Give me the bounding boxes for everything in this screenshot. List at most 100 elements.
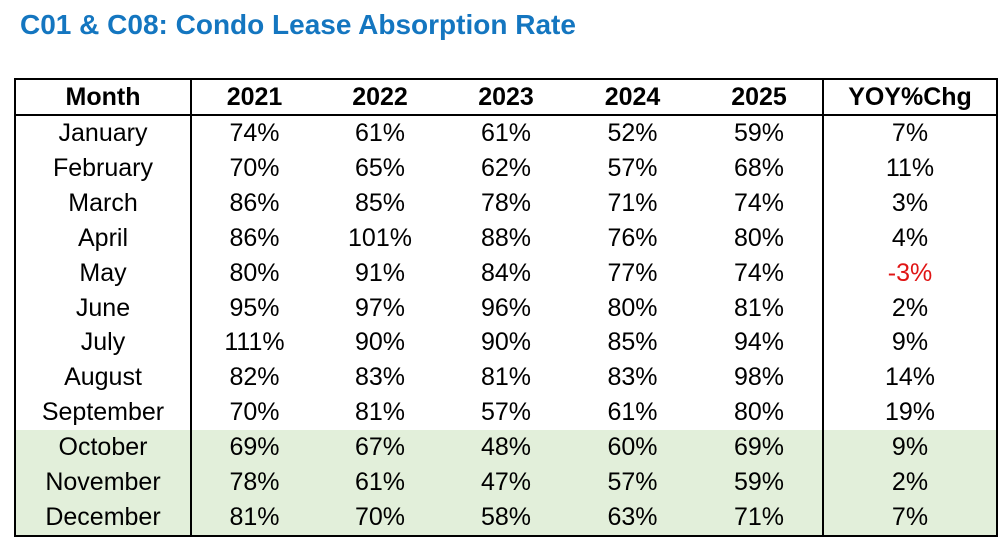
value-cell: 98% [733,363,785,392]
month-cell: September [15,395,192,431]
yoy-cell-negative: -3% [822,255,997,291]
value-cell: 91% [354,258,406,287]
value-cell: 61% [354,119,406,148]
value-cell: 84% [480,258,532,287]
month-cell: November [15,464,192,500]
value-cell: 78% [480,188,532,217]
value-cell: 71% [607,188,658,217]
value-cell: 85% [354,188,406,217]
table-row-december: December 81% 70% 58% 63% 71% 7% [15,499,997,536]
value-cell: 69% [696,430,823,465]
value-cell: 65% [354,154,406,183]
column-header-2025: 2025 [696,79,823,116]
value-cell: 74% [229,119,280,148]
yoy-cell: 19% [822,395,997,431]
value-cell: 101% [348,223,412,252]
column-header-month: Month [15,79,192,116]
header-row: Month 2021 2022 2023 2024 2025 YOY%Chg [15,79,997,116]
table-row-october: October 69% 67% 48% 60% 69% 9% [15,430,997,465]
value-cell: 80% [607,293,658,322]
value-cell: 76% [607,223,658,252]
page-title: C01 & C08: Condo Lease Absorption Rate [20,9,576,40]
value-cell: 59% [733,119,785,148]
value-cell: 83% [607,363,658,392]
value-cell: 81% [191,499,317,536]
value-cell: 86% [229,188,280,217]
column-header-2022: 2022 [317,79,443,116]
value-cell: 80% [733,398,785,427]
yoy-cell: 7% [822,115,997,152]
month-cell: October [15,430,192,465]
yoy-cell: 14% [822,360,997,396]
value-cell: 81% [733,293,785,322]
column-header-yoy: YOY%Chg [822,79,997,116]
value-cell: 60% [569,430,696,465]
value-cell: 67% [317,430,443,465]
table-row-april: April 86% 101% 88% 76% 80% 4% [15,220,997,256]
value-cell: 48% [443,430,569,465]
table-row-february: February 70% 65% 62% 57% 68% 11% [15,151,997,186]
month-cell: February [15,151,192,186]
month-cell: May [15,255,192,291]
yoy-cell: 9% [822,430,997,465]
value-cell: 70% [317,499,443,536]
month-cell: December [15,499,192,536]
table-row-august: August 82% 83% 81% 83% 98% 14% [15,360,997,396]
yoy-cell: 7% [822,499,997,536]
value-cell: 77% [607,258,658,287]
table-row-march: March 86% 85% 78% 71% 74% 3% [15,185,997,221]
value-cell: 94% [733,328,785,357]
value-cell: 63% [569,499,696,536]
value-cell: 95% [229,293,280,322]
value-cell: 61% [480,119,532,148]
value-cell: 59% [696,464,823,500]
value-cell: 83% [354,363,406,392]
column-header-2024: 2024 [569,79,696,116]
value-cell: 47% [443,464,569,500]
value-cell: 58% [443,499,569,536]
month-cell: January [15,115,192,152]
value-cell: 61% [317,464,443,500]
value-cell: 71% [696,499,823,536]
yoy-cell: 3% [822,185,997,221]
table-row-november: November 78% 61% 47% 57% 59% 2% [15,464,997,500]
yoy-cell: 2% [822,464,997,500]
absorption-rate-table: Month 2021 2022 2023 2024 2025 YOY%Chg J… [14,78,998,537]
value-cell: 62% [480,154,532,183]
value-cell: 57% [480,398,532,427]
value-cell: 97% [354,293,406,322]
yoy-cell: 2% [822,290,997,326]
month-cell: March [15,185,192,221]
column-header-2023: 2023 [443,79,569,116]
table-row-june: June 95% 97% 96% 80% 81% 2% [15,290,997,326]
value-cell: 61% [607,398,658,427]
value-cell: 74% [733,188,785,217]
table-row-september: September 70% 81% 57% 61% 80% 19% [15,395,997,431]
value-cell: 70% [229,154,280,183]
value-cell: 78% [191,464,317,500]
value-cell: 111% [224,328,285,357]
table-row-may: May 80% 91% 84% 77% 74% -3% [15,255,997,291]
value-cell: 52% [607,119,658,148]
value-cell: 86% [229,223,280,252]
value-cell: 88% [480,223,532,252]
value-cell: 81% [480,363,532,392]
value-cell: 85% [607,328,658,357]
value-cell: 90% [480,328,532,357]
month-cell: July [15,325,192,361]
column-header-2021: 2021 [191,79,317,116]
table-row-january: January 74% 61% 61% 52% 59% 7% [15,115,997,152]
month-cell: June [15,290,192,326]
month-cell: April [15,220,192,256]
value-cell: 57% [607,154,658,183]
value-cell: 57% [569,464,696,500]
value-cell: 70% [229,398,280,427]
value-cell: 74% [733,258,785,287]
value-cell: 69% [191,430,317,465]
value-cell: 68% [733,154,785,183]
value-cell: 80% [733,223,785,252]
value-cell: 82% [229,363,280,392]
yoy-cell: 11% [822,151,997,186]
yoy-cell: 9% [822,325,997,361]
table-row-july: July 111% 90% 90% 85% 94% 9% [15,325,997,361]
